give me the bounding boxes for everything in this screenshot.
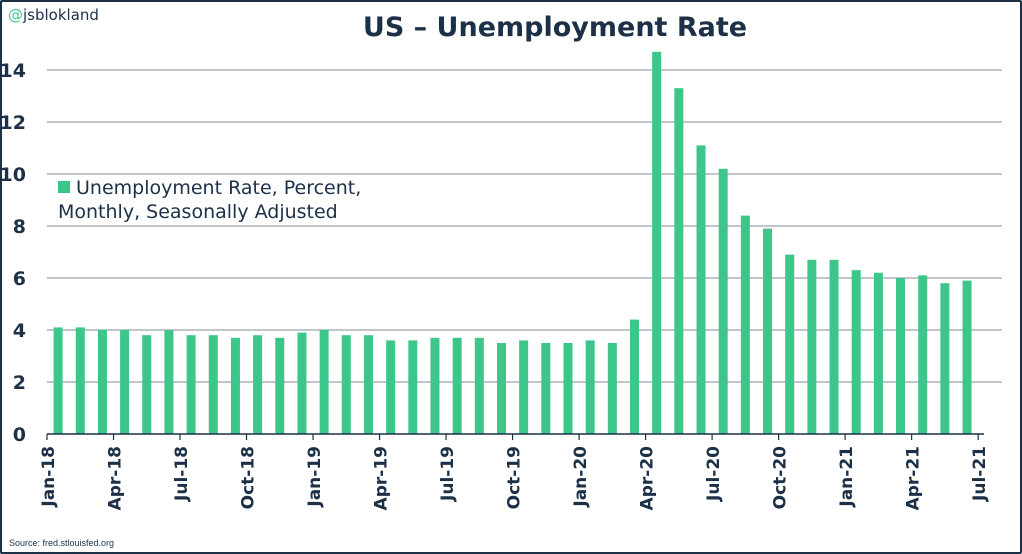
y-tick-label: 14 (0, 60, 26, 82)
y-tick-label: 12 (0, 112, 26, 134)
y-tick-label: 6 (13, 268, 26, 290)
bar (474, 337, 484, 434)
bar (896, 278, 906, 434)
legend-swatch (58, 181, 70, 193)
bar (120, 330, 130, 434)
bar (873, 272, 883, 434)
x-tick-label: Jul-18 (172, 446, 192, 502)
source-note: Source: fred.stlouisfed.org (9, 538, 115, 548)
bar (363, 335, 373, 434)
x-tick-label: Jul-20 (704, 446, 724, 502)
y-tick-label: 2 (13, 372, 26, 394)
bar (519, 340, 529, 434)
bar (696, 145, 706, 434)
y-tick-label: 0 (13, 424, 26, 446)
x-tick-label: Apr-20 (638, 446, 658, 511)
bar (275, 337, 285, 434)
x-tick-label: Apr-18 (106, 446, 126, 510)
bar (763, 228, 773, 434)
bar (297, 332, 307, 434)
author-handle: @jsblokland (8, 6, 99, 24)
x-tick-label: Oct-18 (239, 446, 259, 509)
x-tick-label: Apr-21 (904, 446, 924, 510)
legend: Unemployment Rate, Percent, Monthly, Sea… (58, 176, 361, 224)
x-tick-label: Oct-20 (771, 446, 791, 510)
bar (607, 343, 617, 434)
bar (740, 215, 750, 434)
x-tick-label: Jan-20 (571, 446, 591, 508)
at-icon: @ (8, 6, 23, 24)
y-tick-label: 4 (13, 320, 26, 342)
bar (563, 343, 573, 434)
bar (97, 330, 107, 434)
bar (940, 283, 950, 434)
bar (253, 335, 263, 434)
bar (829, 259, 839, 434)
bar (341, 335, 351, 434)
x-tick-label: Jan-18 (39, 446, 59, 508)
chart-title: US – Unemployment Rate (362, 12, 748, 43)
legend-line-2: Monthly, Seasonally Adjusted (58, 201, 338, 223)
x-tick-label: Jul-19 (438, 446, 458, 502)
bar (674, 88, 684, 434)
bar (652, 51, 662, 435)
bar (962, 280, 972, 434)
x-tick-label: Jan-21 (837, 446, 857, 508)
bar (53, 327, 63, 434)
x-tick-label: Jul-21 (970, 446, 990, 502)
bar (807, 259, 817, 434)
bar (496, 343, 506, 434)
bar (851, 270, 861, 434)
handle-text: jsblokland (23, 6, 99, 24)
x-tick-label: Apr-19 (372, 446, 392, 510)
bar (585, 340, 595, 434)
bar (164, 330, 174, 434)
legend-line-1: Unemployment Rate, Percent, (76, 177, 362, 199)
bar (230, 337, 240, 434)
bar (75, 327, 85, 434)
y-tick-label: 10 (0, 164, 26, 186)
bar (630, 319, 640, 434)
bar (208, 335, 218, 434)
bar (718, 168, 728, 435)
x-tick-label: Oct-19 (505, 446, 525, 509)
bar (430, 337, 440, 434)
bar (319, 330, 329, 434)
bar (541, 343, 551, 434)
bar (918, 275, 928, 434)
bar (408, 340, 418, 434)
y-tick-label: 8 (13, 216, 26, 238)
bar (386, 340, 396, 434)
bar (452, 337, 462, 434)
bar (186, 335, 196, 434)
bar (785, 254, 795, 434)
bar (142, 335, 152, 434)
x-tick-label: Jan-19 (305, 446, 325, 508)
